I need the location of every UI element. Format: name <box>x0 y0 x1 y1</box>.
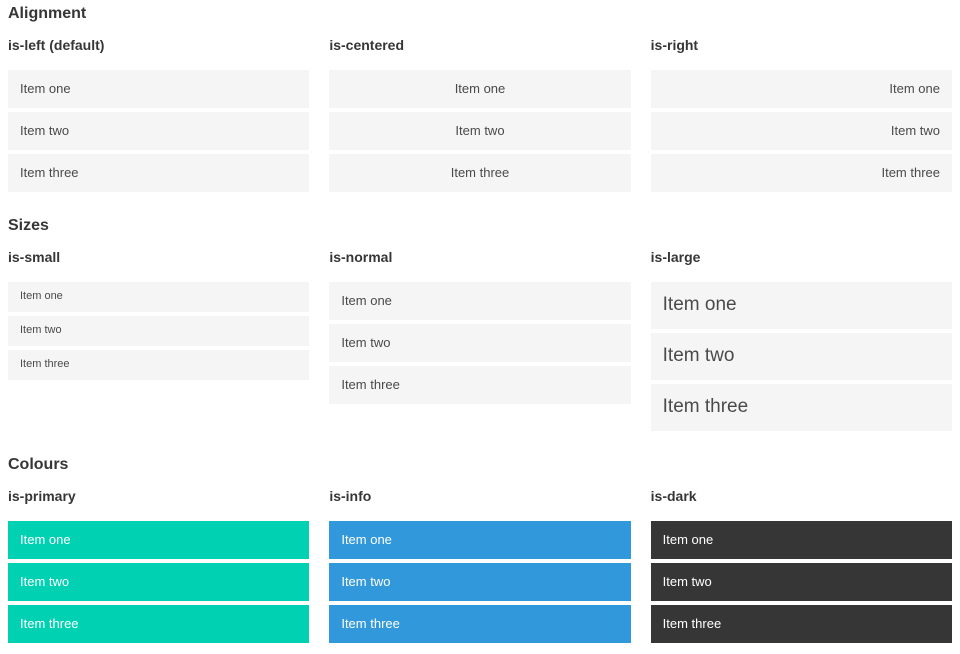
list-item: Item one <box>650 70 952 108</box>
block-list-primary: Item one Item two Item three <box>8 521 310 643</box>
variant-is-large: is-large Item one Item two Item three <box>650 249 952 435</box>
list-item: Item two <box>650 333 952 380</box>
section-title-colours: Colours <box>8 456 69 473</box>
variant-heading-is-normal: is-normal <box>329 249 393 265</box>
block-list-small: Item one Item two Item three <box>8 282 310 380</box>
variant-is-centered: is-centered Item one Item two Item three <box>329 37 631 196</box>
list-item: Item three <box>650 605 952 643</box>
section-title-alignment: Alignment <box>8 5 87 22</box>
variant-is-small: is-small Item one Item two Item three <box>8 249 310 384</box>
list-item: Item one <box>8 70 310 108</box>
variant-heading-is-info: is-info <box>329 488 372 504</box>
list-item: Item two <box>329 563 631 601</box>
variant-heading-is-left: is-left (default) <box>8 37 105 53</box>
list-item: Item two <box>329 112 631 150</box>
block-list-centered: Item one Item two Item three <box>329 70 631 192</box>
list-item: Item two <box>650 563 952 601</box>
section-colours: Colours is-primary Item one Item two Ite… <box>8 455 952 647</box>
block-list-info: Item one Item two Item three <box>329 521 631 643</box>
section-title-sizes: Sizes <box>8 217 49 234</box>
variant-heading-is-centered: is-centered <box>329 37 405 53</box>
variant-is-right: is-right Item one Item two Item three <box>650 37 952 196</box>
list-item: Item one <box>8 521 310 559</box>
list-item: Item two <box>8 563 310 601</box>
list-item: Item one <box>329 521 631 559</box>
list-item: Item two <box>650 112 952 150</box>
variant-heading-is-primary: is-primary <box>8 488 76 504</box>
variant-is-normal: is-normal Item one Item two Item three <box>329 249 631 408</box>
list-item: Item three <box>329 605 631 643</box>
list-item: Item three <box>8 350 310 380</box>
list-item: Item one <box>650 282 952 329</box>
variant-is-info: is-info Item one Item two Item three <box>329 488 631 647</box>
list-item: Item one <box>329 70 631 108</box>
list-item: Item one <box>650 521 952 559</box>
section-sizes: Sizes is-small Item one Item two Item th… <box>8 216 952 435</box>
block-list-large: Item one Item two Item three <box>650 282 952 431</box>
list-item: Item three <box>329 154 631 192</box>
variant-heading-is-small: is-small <box>8 249 61 265</box>
block-list-left: Item one Item two Item three <box>8 70 310 192</box>
block-list-right: Item one Item two Item three <box>650 70 952 192</box>
list-item: Item two <box>329 324 631 362</box>
colours-variants: is-primary Item one Item two Item three … <box>8 488 952 647</box>
variant-heading-is-large: is-large <box>650 249 701 265</box>
variant-is-dark: is-dark Item one Item two Item three <box>650 488 952 647</box>
list-item: Item three <box>650 154 952 192</box>
list-item: Item three <box>650 384 952 431</box>
variant-heading-is-right: is-right <box>650 37 699 53</box>
variant-is-left: is-left (default) Item one Item two Item… <box>8 37 310 196</box>
list-item: Item two <box>8 316 310 346</box>
sizes-variants: is-small Item one Item two Item three is… <box>8 249 952 435</box>
block-list-normal: Item one Item two Item three <box>329 282 631 404</box>
alignment-variants: is-left (default) Item one Item two Item… <box>8 37 952 196</box>
block-list-dark: Item one Item two Item three <box>650 521 952 643</box>
variant-heading-is-dark: is-dark <box>650 488 697 504</box>
list-item: Item three <box>329 366 631 404</box>
list-item: Item one <box>8 282 310 312</box>
list-item: Item two <box>8 112 310 150</box>
list-item: Item three <box>8 605 310 643</box>
list-item: Item three <box>8 154 310 192</box>
variant-is-primary: is-primary Item one Item two Item three <box>8 488 310 647</box>
section-alignment: Alignment is-left (default) Item one Ite… <box>8 4 952 196</box>
list-item: Item one <box>329 282 631 320</box>
